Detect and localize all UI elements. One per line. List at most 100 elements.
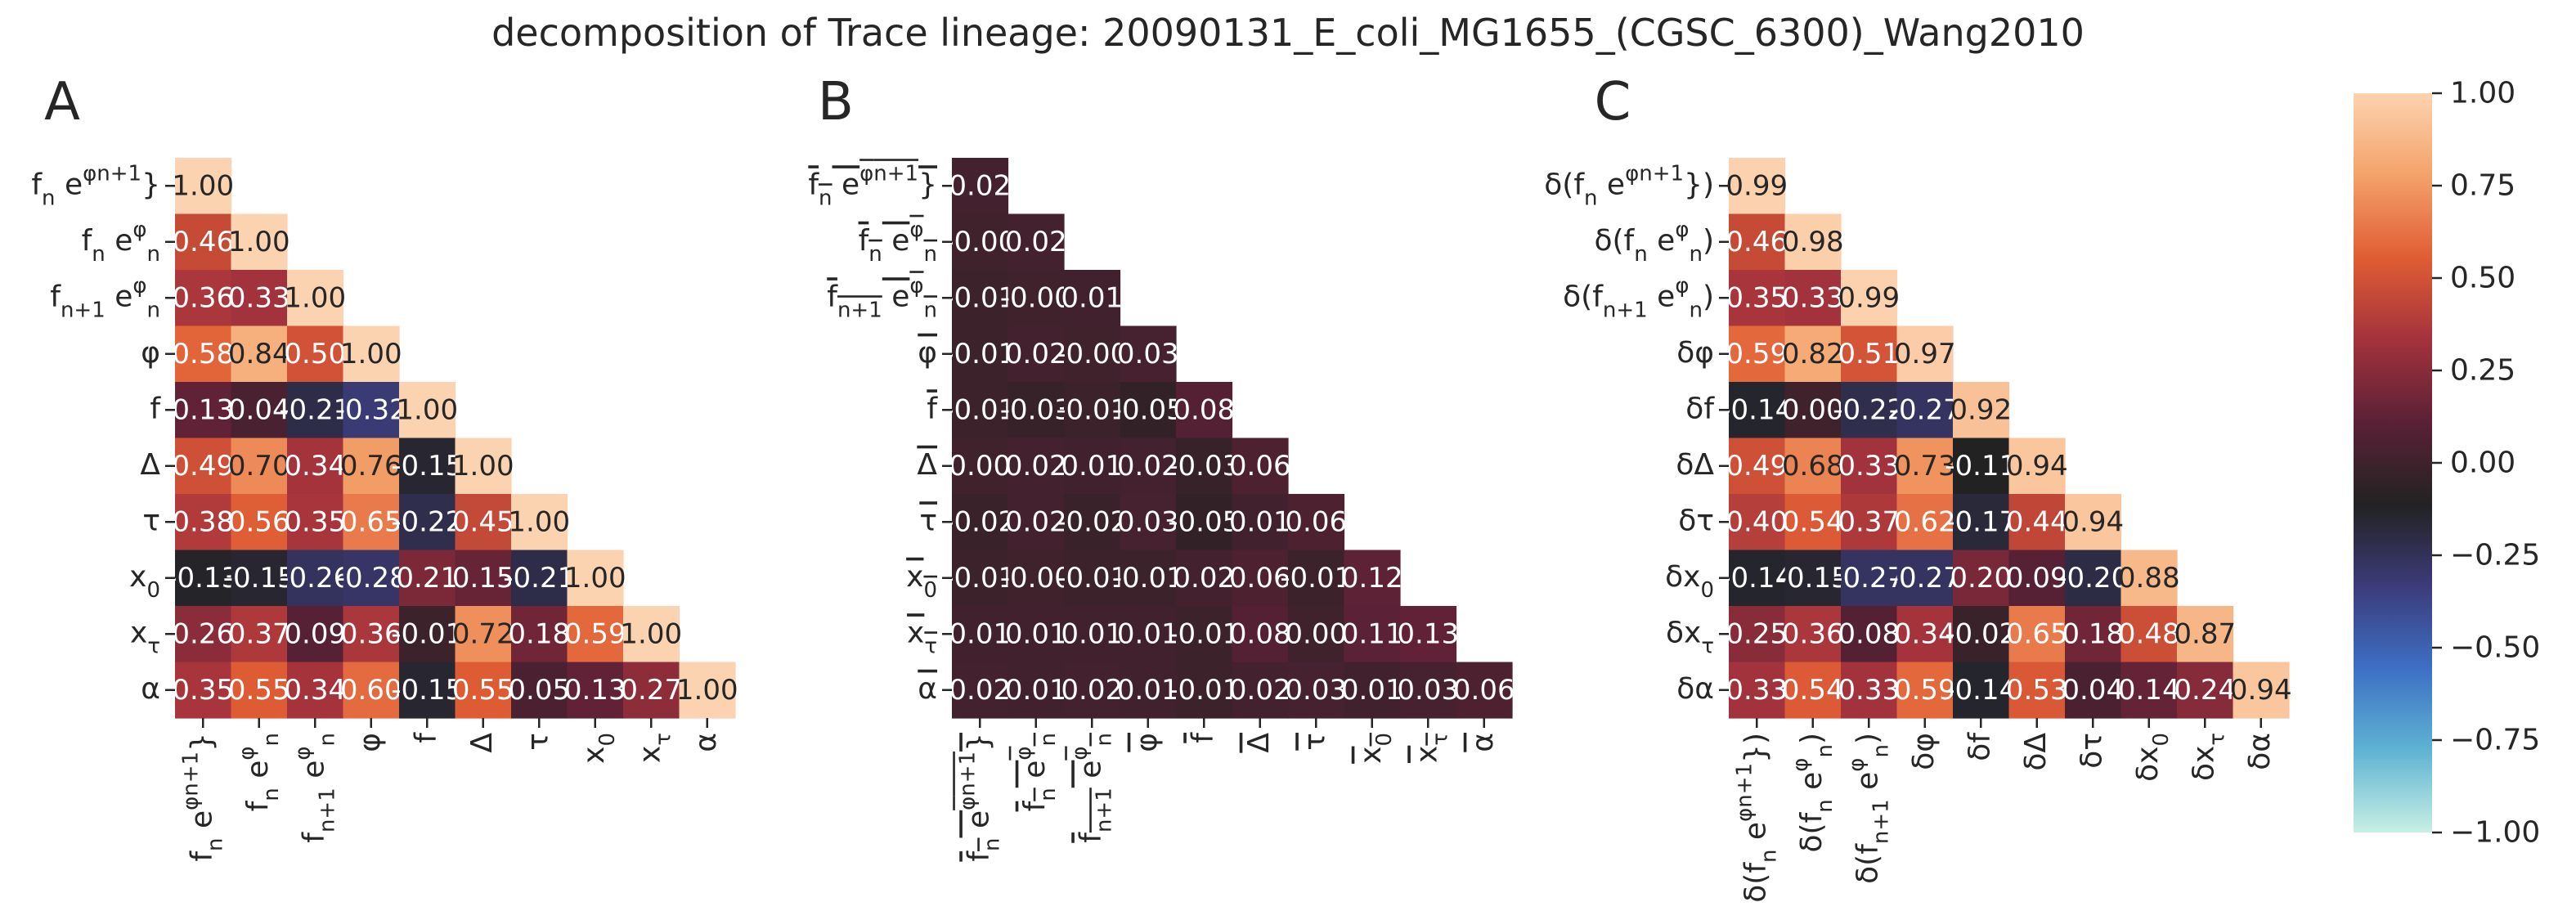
heatmap-cell: [399, 550, 456, 607]
heatmap-cell: [1841, 606, 1898, 663]
heatmap-cell: [231, 382, 288, 439]
cell-value-label: 0.13: [172, 393, 234, 426]
heatmap-cell: [1120, 325, 1177, 383]
col-tick-label: Δ: [465, 733, 499, 753]
heatmap-cell: [287, 494, 344, 551]
heatmap-cell: [952, 606, 1009, 663]
cell-value-label: -0.01: [944, 338, 1016, 370]
heatmap-cell: [343, 382, 400, 439]
heatmap-cell: [1953, 382, 2010, 439]
cell-value-label: 0.36: [172, 281, 234, 314]
heatmap-cell: [343, 325, 400, 383]
cell-value-label: 0.73: [1894, 450, 1956, 482]
heatmap-cell: [231, 325, 288, 383]
row-tick-label: δτ: [1678, 504, 1714, 537]
heatmap-cell: [1008, 662, 1065, 719]
col-tick-label: fn+1 eφn: [1067, 733, 1116, 843]
col-tick-label: δΔ: [2019, 733, 2053, 771]
cell-value-label: 0.21: [396, 562, 458, 595]
heatmap-cell: [1729, 662, 1786, 719]
heatmap-cell: [1120, 438, 1177, 495]
cell-value-label: 0.59: [564, 617, 626, 650]
cell-value-label: 0.38: [172, 505, 234, 538]
cell-value-label: 0.01: [1005, 617, 1067, 650]
cell-value-label: 0.05: [508, 674, 570, 707]
row-tick-label: φ: [141, 336, 160, 370]
panel-label: C: [1595, 72, 1631, 132]
col-tick-label: δφ: [1907, 733, 1941, 770]
row-tick-label: Δ: [917, 448, 937, 482]
col-tick-label: δα: [2243, 733, 2277, 770]
cell-value-label: 0.70: [228, 450, 290, 482]
cell-value-label: 1.00: [620, 617, 682, 650]
cell-value-label: 0.94: [2006, 450, 2068, 482]
heatmap-cell: [455, 494, 512, 551]
heatmap-cell: [1288, 494, 1345, 551]
heatmap-cell: [287, 270, 344, 327]
heatmap-cell: [679, 662, 736, 719]
cell-value-label: 0.04: [2062, 674, 2124, 707]
cell-value-label: -0.32: [335, 393, 407, 426]
heatmap-cell: [1008, 494, 1065, 551]
cell-value-label: -0.02: [944, 505, 1016, 538]
row-tick-label: δ(fn eφn+1}): [1544, 161, 1714, 210]
heatmap-cell: [567, 662, 624, 719]
heatmap-cell: [1784, 213, 1842, 271]
row-tick-label: f: [927, 392, 938, 425]
col-tick-label: φ: [353, 733, 387, 752]
heatmap-cell: [399, 662, 456, 719]
heatmap-cell: [175, 325, 232, 383]
row-tick-label: fn eφn+1}: [31, 161, 160, 210]
heatmap-cell: [1784, 325, 1842, 383]
cell-value-label: -0.14: [1721, 393, 1793, 426]
figure-title: decomposition of Trace lineage: 20090131…: [491, 11, 2085, 55]
col-tick-label: φ: [1130, 733, 1164, 752]
cell-value-label: 0.20: [1950, 562, 2012, 595]
col-tick-label: Δ: [1242, 733, 1276, 753]
heatmap-cell: [1344, 606, 1401, 663]
row-tick-label: δxτ: [1666, 616, 1714, 658]
cell-value-label: 0.27: [620, 674, 682, 707]
heatmap-cell: [1841, 270, 1898, 327]
cell-value-label: 0.03: [1397, 674, 1459, 707]
cell-value-label: 0.97: [1894, 338, 1956, 370]
cell-value-label: 0.49: [172, 450, 234, 482]
col-tick-label: fn eφn+1}: [955, 733, 1004, 862]
colorbar-gradient: [2354, 93, 2432, 832]
cell-value-label: 0.54: [1782, 505, 1844, 538]
row-tick-label: τ: [142, 504, 160, 537]
col-tick-label: τ: [521, 733, 554, 751]
heatmap-cell: [1784, 438, 1842, 495]
cell-value-label: 0.65: [340, 505, 402, 538]
heatmap-cell: [1784, 662, 1842, 719]
cell-value-label: -0.05: [1168, 505, 1240, 538]
cell-value-label: 0.02: [1117, 450, 1179, 482]
colorbar-tick-label: −0.50: [2450, 631, 2540, 665]
heatmap-cell: [952, 382, 1009, 439]
row-tick-label: δΔ: [1676, 448, 1714, 482]
panel-label: A: [44, 72, 80, 132]
colorbar-tick-label: −1.00: [2450, 816, 2540, 850]
heatmap-cell: [287, 550, 344, 607]
heatmap-cell: [952, 438, 1009, 495]
colorbar-tick-label: 0.75: [2450, 169, 2515, 203]
heatmap-cell: [287, 382, 344, 439]
row-tick-label: δ(fn eφn): [1594, 217, 1714, 266]
cell-value-label: 0.01: [1061, 281, 1123, 314]
row-tick-label: Δ: [140, 448, 160, 482]
col-tick-label: δf: [1963, 732, 1996, 761]
col-tick-label: fn eφn+1}: [178, 733, 227, 862]
heatmap-cell: [1176, 438, 1233, 495]
cell-value-label: 0.65: [2006, 617, 2068, 650]
heatmap-cell: [1784, 382, 1842, 439]
cell-value-label: 0.44: [2006, 505, 2068, 538]
heatmap-cell: [231, 494, 288, 551]
heatmap-cell: [399, 494, 456, 551]
cell-value-label: 0.02: [1005, 450, 1067, 482]
col-tick-label: fn eφn: [1011, 733, 1060, 811]
cell-value-label: 0.35: [284, 505, 346, 538]
heatmap-cell: [1008, 382, 1065, 439]
heatmap-cell: [2065, 662, 2122, 719]
col-tick-label: δτ: [2075, 733, 2108, 769]
